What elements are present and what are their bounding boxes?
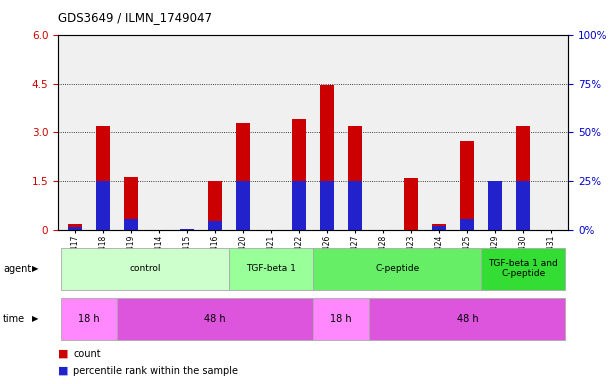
Text: ■: ■ [58,366,68,376]
Bar [460,141,474,230]
Text: percentile rank within the sample: percentile rank within the sample [73,366,238,376]
Text: count: count [73,349,101,359]
Bar [516,126,530,230]
Text: TGF-beta 1: TGF-beta 1 [246,264,296,273]
Text: time: time [3,314,25,324]
Bar [236,123,250,230]
Bar [61,248,229,290]
Bar [96,182,110,230]
Text: C-peptide: C-peptide [375,264,419,273]
Bar [180,229,194,230]
Bar [124,177,138,230]
Bar [292,182,306,230]
Bar [348,126,362,230]
Bar [432,225,446,230]
Text: control: control [129,264,161,273]
Bar [124,219,138,230]
Text: ▶: ▶ [32,314,38,323]
Text: 48 h: 48 h [204,314,226,324]
Bar [292,119,306,230]
Bar [320,85,334,230]
Bar [348,182,362,230]
Bar [61,298,117,340]
Text: agent: agent [3,264,31,274]
Text: 18 h: 18 h [331,314,352,324]
Bar [117,298,313,340]
Text: 48 h: 48 h [456,314,478,324]
Bar [68,224,82,230]
Bar [432,224,446,230]
Bar [404,178,419,230]
Bar [460,219,474,230]
Bar [516,182,530,230]
Bar [313,298,369,340]
Bar [229,248,313,290]
Bar [208,182,222,230]
Text: ▶: ▶ [32,264,38,273]
Text: 18 h: 18 h [78,314,100,324]
Bar [68,227,82,230]
Bar [208,220,222,230]
Bar [96,126,110,230]
Text: TGF-beta 1 and
C-peptide: TGF-beta 1 and C-peptide [489,259,558,278]
Bar [488,182,502,230]
Bar [320,182,334,230]
Bar [236,182,250,230]
Bar [313,248,481,290]
Bar [481,248,565,290]
Bar [369,298,565,340]
Text: ■: ■ [58,349,68,359]
Text: GDS3649 / ILMN_1749047: GDS3649 / ILMN_1749047 [58,12,212,25]
